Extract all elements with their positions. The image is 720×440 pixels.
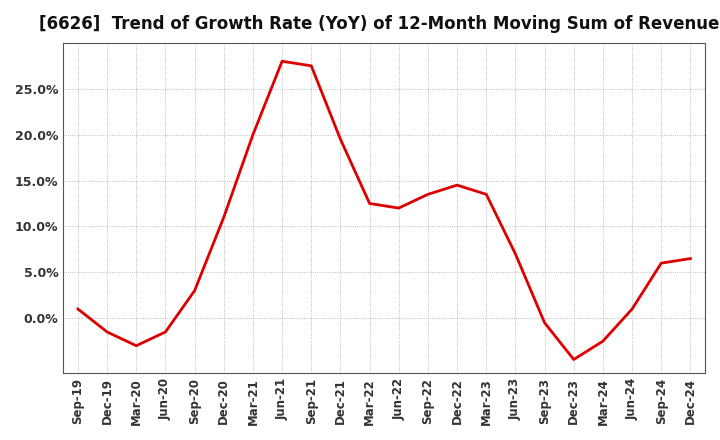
Title: [6626]  Trend of Growth Rate (YoY) of 12-Month Moving Sum of Revenues: [6626] Trend of Growth Rate (YoY) of 12-… [39, 15, 720, 33]
